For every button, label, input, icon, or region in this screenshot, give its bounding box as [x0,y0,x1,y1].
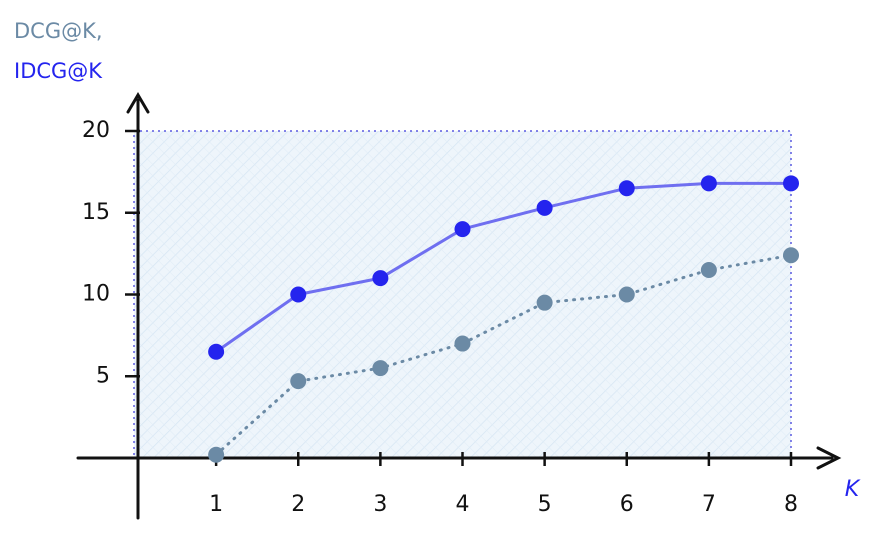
legend-label: DCG@K, [14,19,103,43]
x-tick-label: 1 [209,492,223,517]
data-point [454,221,471,238]
data-point [290,373,307,390]
data-point [208,446,225,463]
data-point [618,286,635,303]
series-line [214,181,793,354]
y-axis [126,92,150,520]
x-tick-label: 3 [373,492,387,517]
data-point [454,335,471,352]
data-point [783,175,799,192]
y-tick-label: 15 [82,200,110,225]
x-tick-label: 7 [702,492,716,517]
data-point [618,180,635,197]
plot-area [133,130,792,459]
data-point [372,360,389,377]
x-tick-label: 2 [291,492,305,517]
x-tick-label: 6 [620,492,634,517]
x-tick-label: 8 [784,492,798,517]
data-point [536,199,553,216]
x-axis [76,446,842,470]
data-point [536,294,553,311]
y-tick-label: 10 [82,282,110,307]
data-point [290,286,307,303]
data-point [372,270,389,287]
data-point [700,175,717,192]
y-tick-label: 20 [82,118,110,143]
legend-label: IDCG@K [14,59,103,83]
x-axis-label: K [845,477,861,502]
data-point [208,343,225,360]
data-point [783,247,799,264]
data-point [700,261,717,278]
x-tick-label: 5 [538,492,552,517]
y-tick-label: 5 [96,363,110,388]
x-tick-label: 4 [456,492,470,517]
